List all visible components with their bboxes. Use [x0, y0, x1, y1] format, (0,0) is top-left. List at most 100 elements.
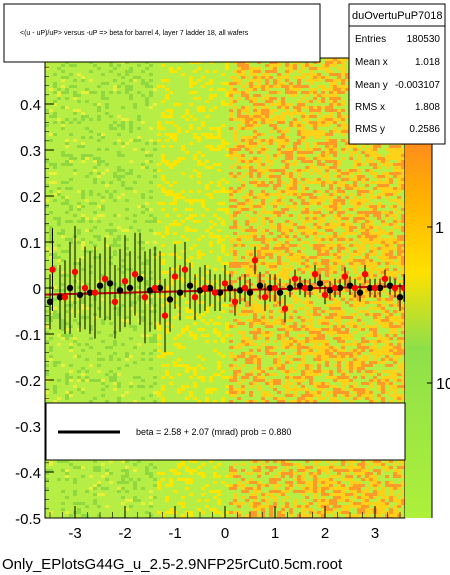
- heatmap-cell: [301, 67, 305, 70]
- heatmap-cell: [281, 226, 285, 229]
- heatmap-cell: [209, 109, 213, 112]
- heatmap-cell: [297, 148, 301, 151]
- heatmap-cell: [181, 463, 185, 466]
- heatmap-cell: [357, 295, 361, 298]
- heatmap-cell: [281, 370, 285, 373]
- heatmap-cell: [173, 124, 177, 127]
- heatmap-cell: [325, 304, 329, 307]
- heatmap-cell: [325, 364, 329, 367]
- heatmap-cell: [209, 82, 213, 85]
- heatmap-cell: [201, 472, 205, 475]
- heatmap-cell: [129, 88, 133, 91]
- heatmap-cell: [205, 160, 209, 163]
- heatmap-cell: [281, 460, 285, 463]
- heatmap-cell: [333, 388, 337, 391]
- heatmap-cell: [297, 238, 301, 241]
- heatmap-cell: [297, 226, 301, 229]
- heatmap-cell: [305, 214, 309, 217]
- heatmap-cell: [325, 133, 329, 136]
- heatmap-cell: [329, 97, 333, 100]
- heatmap-cell: [305, 310, 309, 313]
- heatmap-cell: [109, 286, 113, 289]
- heatmap-cell: [229, 190, 233, 193]
- heatmap-cell: [101, 208, 105, 211]
- heatmap-cell: [305, 481, 309, 484]
- heatmap-cell: [109, 64, 113, 67]
- heatmap-cell: [317, 211, 321, 214]
- heatmap-cell: [341, 484, 345, 487]
- heatmap-cell: [221, 355, 225, 358]
- heatmap-cell: [261, 310, 265, 313]
- heatmap-cell: [165, 79, 169, 82]
- heatmap-cell: [205, 391, 209, 394]
- heatmap-cell: [213, 268, 217, 271]
- heatmap-cell: [105, 229, 109, 232]
- heatmap-cell: [361, 223, 365, 226]
- heatmap-cell: [253, 505, 257, 508]
- heatmap-cell: [353, 199, 357, 202]
- heatmap-cell: [365, 499, 369, 502]
- heatmap-cell: [357, 481, 361, 484]
- heatmap-cell: [337, 388, 341, 391]
- heatmap-cell: [369, 196, 373, 199]
- heatmap-cell: [313, 310, 317, 313]
- heatmap-cell: [357, 394, 361, 397]
- heatmap-cell: [289, 382, 293, 385]
- heatmap-cell: [325, 244, 329, 247]
- heatmap-cell: [129, 130, 133, 133]
- heatmap-cell: [357, 370, 361, 373]
- heatmap-cell: [293, 178, 297, 181]
- heatmap-cell: [69, 310, 73, 313]
- heatmap-cell: [101, 379, 105, 382]
- heatmap-cell: [229, 271, 233, 274]
- heatmap-cell: [305, 394, 309, 397]
- heatmap-cell: [237, 511, 241, 514]
- heatmap-cell: [49, 310, 53, 313]
- heatmap-cell: [65, 469, 69, 472]
- heatmap-cell: [165, 496, 169, 499]
- heatmap-cell: [229, 367, 233, 370]
- heatmap-cell: [309, 322, 313, 325]
- heatmap-cell: [237, 355, 241, 358]
- heatmap-cell: [265, 262, 269, 265]
- heatmap-cell: [81, 307, 85, 310]
- heatmap-cell: [317, 163, 321, 166]
- heatmap-cell: [265, 349, 269, 352]
- heatmap-cell: [249, 265, 253, 268]
- heatmap-cell: [301, 472, 305, 475]
- heatmap-cell: [317, 295, 321, 298]
- heatmap-cell: [129, 499, 133, 502]
- heatmap-cell: [281, 283, 285, 286]
- heatmap-cell: [257, 256, 261, 259]
- heatmap-cell: [117, 133, 121, 136]
- heatmap-cell: [277, 244, 281, 247]
- heatmap-cell: [181, 280, 185, 283]
- heatmap-cell: [269, 355, 273, 358]
- heatmap-cell: [173, 469, 177, 472]
- heatmap-cell: [269, 325, 273, 328]
- heatmap-cell: [193, 229, 197, 232]
- heatmap-cell: [313, 211, 317, 214]
- heatmap-cell: [365, 508, 369, 511]
- heatmap-cell: [353, 484, 357, 487]
- heatmap-cell: [297, 505, 301, 508]
- heatmap-cell: [253, 304, 257, 307]
- heatmap-cell: [257, 76, 261, 79]
- heatmap-cell: [353, 367, 357, 370]
- heatmap-cell: [61, 508, 65, 511]
- heatmap-cell: [225, 208, 229, 211]
- heatmap-cell: [317, 157, 321, 160]
- heatmap-cell: [253, 379, 257, 382]
- heatmap-cell: [249, 235, 253, 238]
- heatmap-cell: [277, 175, 281, 178]
- heatmap-cell: [245, 514, 249, 517]
- heatmap-cell: [233, 487, 237, 490]
- heatmap-cell: [265, 148, 269, 151]
- heatmap-cell: [161, 478, 165, 481]
- heatmap-cell: [317, 118, 321, 121]
- heatmap-cell: [277, 151, 281, 154]
- heatmap-cell: [129, 478, 133, 481]
- heatmap-cell: [105, 82, 109, 85]
- heatmap-cell: [337, 118, 341, 121]
- heatmap-cell: [305, 298, 309, 301]
